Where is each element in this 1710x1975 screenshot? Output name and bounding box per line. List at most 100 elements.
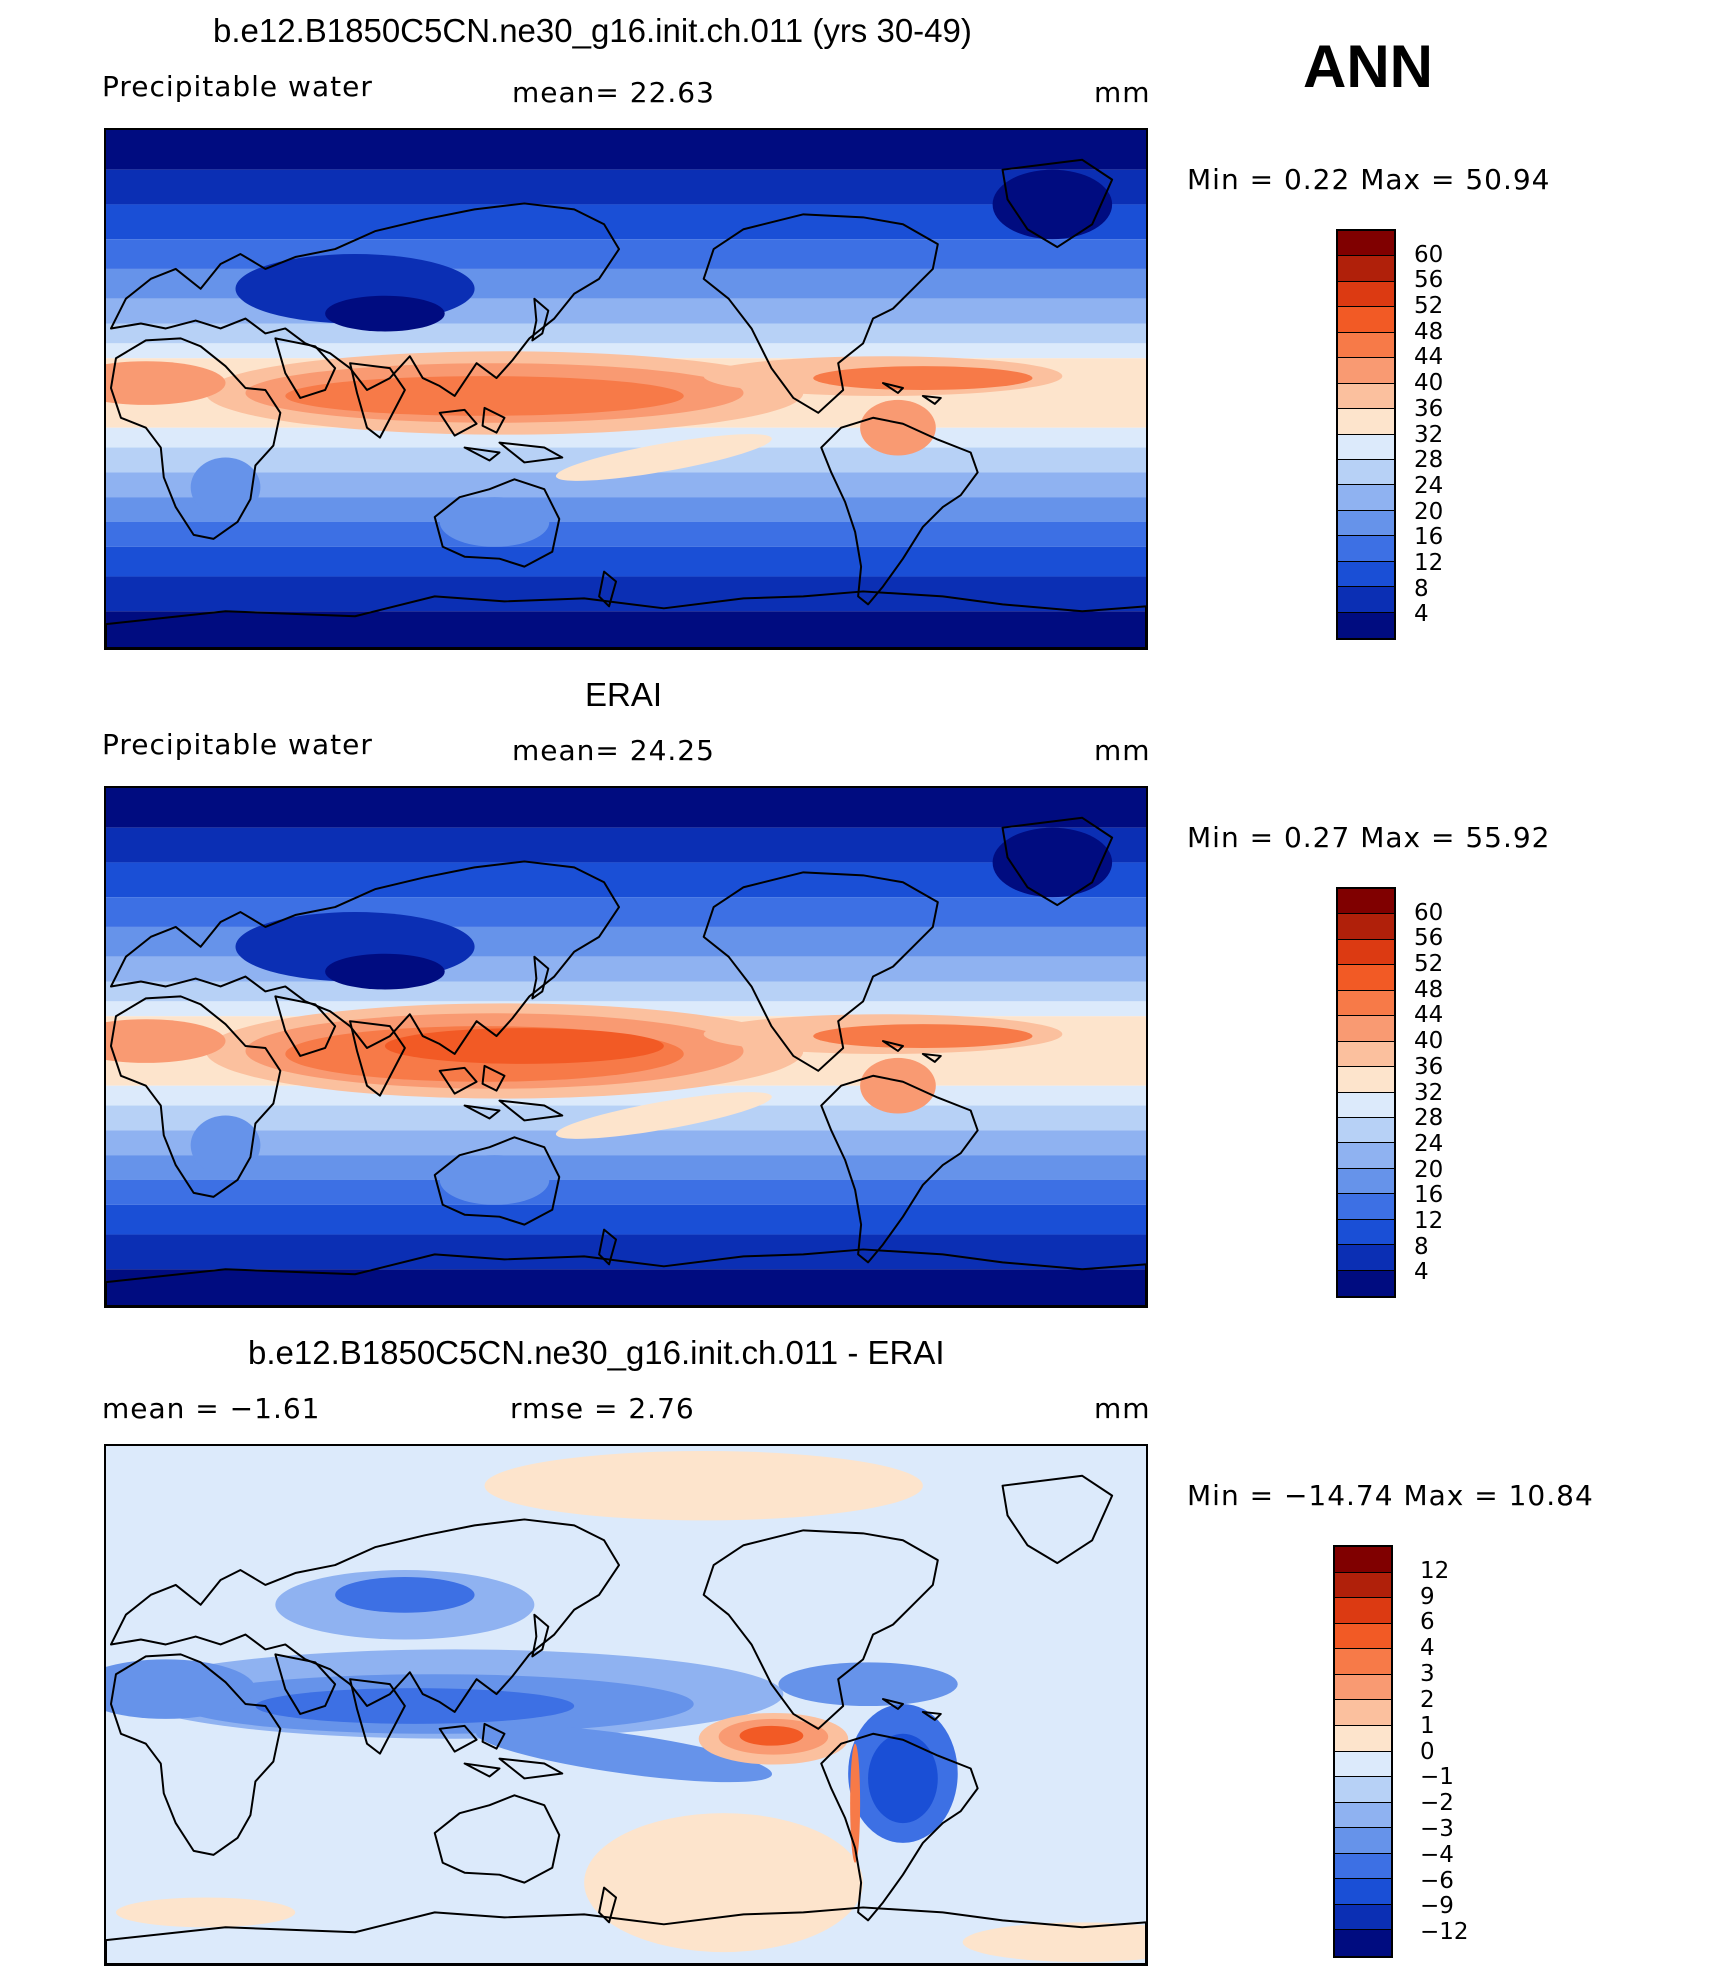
colorbar-swatch bbox=[1338, 1270, 1394, 1296]
colorbar-tick-label: −3 bbox=[1420, 1815, 1454, 1842]
colorbar-tick-label: 44 bbox=[1414, 344, 1444, 371]
colorbar-swatch bbox=[1335, 1777, 1391, 1803]
colorbar-tick-label: 40 bbox=[1414, 1028, 1444, 1055]
colorbar-tick-label: 8 bbox=[1414, 1233, 1429, 1260]
colorbar-tick-label: 60 bbox=[1414, 241, 1444, 268]
difference-map bbox=[104, 1444, 1148, 1966]
colorbar-tick-label: 24 bbox=[1414, 472, 1444, 499]
map-canvas bbox=[106, 130, 1146, 648]
colorbar-swatch bbox=[1338, 231, 1394, 257]
colorbar-swatch bbox=[1338, 1117, 1394, 1144]
panel-2-units-label: mm bbox=[1094, 734, 1151, 767]
colorbar-tick-label: 9 bbox=[1420, 1583, 1435, 1610]
colorbar-swatch bbox=[1335, 1904, 1391, 1931]
panel-2-colorbar bbox=[1336, 887, 1396, 1298]
colorbar-swatch bbox=[1338, 965, 1394, 991]
colorbar-swatch bbox=[1338, 459, 1394, 486]
colorbar-swatch bbox=[1335, 1598, 1391, 1624]
map-canvas bbox=[106, 1446, 1146, 1964]
colorbar-swatch bbox=[1335, 1547, 1391, 1573]
colorbar-tick-label: 52 bbox=[1414, 293, 1444, 320]
colorbar-tick-label: 16 bbox=[1414, 524, 1444, 551]
panel-1-mean-label: mean= 22.63 bbox=[512, 76, 715, 109]
colorbar-swatch bbox=[1338, 383, 1394, 410]
colorbar-swatch bbox=[1335, 1828, 1391, 1854]
colorbar-swatch bbox=[1335, 1853, 1391, 1880]
colorbar-tick-label: 48 bbox=[1414, 976, 1444, 1003]
colorbar-swatch bbox=[1338, 1194, 1394, 1220]
colorbar-tick-label: 4 bbox=[1420, 1635, 1435, 1662]
colorbar-swatch bbox=[1338, 914, 1394, 940]
colorbar-tick-label: 44 bbox=[1414, 1002, 1444, 1029]
colorbar-tick-label: −12 bbox=[1420, 1919, 1469, 1946]
colorbar-tick-label: 32 bbox=[1414, 421, 1444, 448]
panel-3-colorbar bbox=[1333, 1545, 1393, 1958]
colorbar-tick-label: 20 bbox=[1414, 1156, 1444, 1183]
colorbar-tick-label: 16 bbox=[1414, 1182, 1444, 1209]
colorbar-swatch bbox=[1338, 561, 1394, 588]
colorbar-swatch bbox=[1335, 1623, 1391, 1650]
colorbar-swatch bbox=[1335, 1930, 1391, 1956]
colorbar-swatch bbox=[1338, 256, 1394, 282]
panel-2-min-max: Min = 0.27 Max = 55.92 bbox=[1187, 821, 1551, 854]
colorbar-tick-label: 20 bbox=[1414, 498, 1444, 525]
colorbar-swatch bbox=[1338, 990, 1394, 1017]
colorbar-tick-label: 2 bbox=[1420, 1686, 1435, 1713]
colorbar-tick-label: 36 bbox=[1414, 395, 1444, 422]
colorbar-swatch bbox=[1338, 1092, 1394, 1118]
panel-3-rmse-label: rmse = 2.76 bbox=[510, 1392, 695, 1425]
colorbar-tick-label: 36 bbox=[1414, 1053, 1444, 1080]
colorbar-tick-label: −2 bbox=[1420, 1790, 1454, 1817]
colorbar-swatch bbox=[1338, 1041, 1394, 1068]
colorbar-tick-label: 60 bbox=[1414, 899, 1444, 926]
colorbar-tick-label: 0 bbox=[1420, 1738, 1435, 1765]
panel-3-units-label: mm bbox=[1094, 1392, 1151, 1425]
colorbar-swatch bbox=[1338, 307, 1394, 333]
colorbar-swatch bbox=[1338, 612, 1394, 638]
colorbar-tick-label: 52 bbox=[1414, 951, 1444, 978]
colorbar-swatch bbox=[1335, 1802, 1391, 1829]
colorbar-swatch bbox=[1335, 1649, 1391, 1675]
colorbar-swatch bbox=[1335, 1751, 1391, 1778]
colorbar-swatch bbox=[1335, 1725, 1391, 1752]
colorbar-swatch bbox=[1338, 1067, 1394, 1093]
colorbar-tick-label: 12 bbox=[1420, 1557, 1450, 1584]
colorbar-swatch bbox=[1338, 1143, 1394, 1169]
panel-3-min-max: Min = −14.74 Max = 10.84 bbox=[1187, 1479, 1594, 1512]
panel-1-variable-label: Precipitable water bbox=[102, 70, 373, 103]
colorbar-swatch bbox=[1338, 434, 1394, 460]
coastlines bbox=[106, 158, 1146, 648]
colorbar-swatch bbox=[1338, 1245, 1394, 1271]
model-precipitable-water-map bbox=[104, 128, 1148, 650]
colorbar-tick-label: 12 bbox=[1414, 549, 1444, 576]
colorbar-swatch bbox=[1338, 939, 1394, 966]
colorbar-swatch bbox=[1338, 409, 1394, 435]
season-label: ANN bbox=[1303, 33, 1433, 100]
coastlines bbox=[106, 816, 1146, 1306]
colorbar-swatch bbox=[1335, 1674, 1391, 1701]
colorbar-tick-label: 4 bbox=[1414, 1259, 1429, 1286]
panel-1-colorbar bbox=[1336, 229, 1396, 640]
colorbar-swatch bbox=[1338, 889, 1394, 915]
colorbar-tick-label: 56 bbox=[1414, 925, 1444, 952]
colorbar-swatch bbox=[1335, 1879, 1391, 1905]
erai-precipitable-water-map bbox=[104, 786, 1148, 1308]
colorbar-swatch bbox=[1338, 358, 1394, 384]
colorbar-tick-label: 8 bbox=[1414, 575, 1429, 602]
panel-2-variable-label: Precipitable water bbox=[102, 728, 373, 761]
panel-3-mean-label: mean = −1.61 bbox=[102, 1392, 321, 1425]
colorbar-swatch bbox=[1338, 1016, 1394, 1042]
colorbar-swatch bbox=[1338, 536, 1394, 562]
panel-1-min-max: Min = 0.22 Max = 50.94 bbox=[1187, 163, 1551, 196]
colorbar-tick-label: 12 bbox=[1414, 1207, 1444, 1234]
panel-1-title: b.e12.B1850C5CN.ne30_g16.init.ch.011 (yr… bbox=[213, 12, 972, 49]
panel-1-units-label: mm bbox=[1094, 76, 1151, 109]
colorbar-tick-label: 28 bbox=[1414, 447, 1444, 474]
coastlines bbox=[106, 1474, 1146, 1964]
map-canvas bbox=[106, 788, 1146, 1306]
colorbar-tick-label: 32 bbox=[1414, 1079, 1444, 1106]
colorbar-tick-label: 4 bbox=[1414, 601, 1429, 628]
colorbar-tick-label: 56 bbox=[1414, 267, 1444, 294]
colorbar-tick-label: −1 bbox=[1420, 1764, 1454, 1791]
colorbar-swatch bbox=[1338, 510, 1394, 537]
